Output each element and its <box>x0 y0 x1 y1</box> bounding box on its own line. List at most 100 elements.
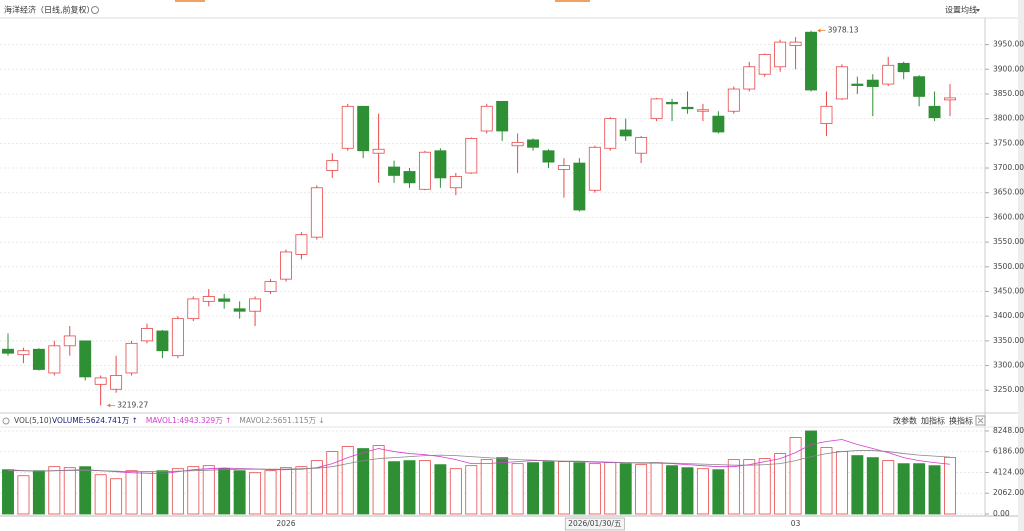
tab-marker <box>555 0 590 2</box>
scrollbar[interactable] <box>1018 0 1024 531</box>
y-tick-label: 3300.00 <box>993 361 1024 370</box>
volume-bar <box>110 478 123 515</box>
candle-body <box>32 348 45 370</box>
volume-bar <box>434 464 447 515</box>
candle-body <box>418 151 431 190</box>
candle-body <box>913 76 926 97</box>
volume-bar <box>928 465 941 515</box>
volume-bar <box>32 470 45 515</box>
candle-body <box>264 281 277 292</box>
volume-bar <box>403 460 416 515</box>
volume-bar <box>187 466 200 515</box>
volume-bar <box>774 453 787 515</box>
volume-bar <box>897 463 910 515</box>
annotation-arrowhead <box>107 403 111 408</box>
candle-body <box>820 105 833 124</box>
candle-body <box>17 350 30 356</box>
volume-bar <box>820 447 833 515</box>
candle-body <box>928 105 941 119</box>
volume-bar <box>141 471 153 515</box>
candle-body <box>449 176 462 189</box>
y-tick-label: 3600.00 <box>993 212 1024 221</box>
candle-body <box>805 31 817 91</box>
candle-body <box>372 148 385 154</box>
x-tick-label: 2026/01/30/五 <box>568 519 622 528</box>
volume-bar <box>944 456 956 515</box>
volume-bar <box>727 459 740 515</box>
y-tick-label: 3750.00 <box>993 138 1024 147</box>
volume-bar <box>310 460 323 515</box>
volume-bar <box>913 463 926 515</box>
legend-readout: :5624.741万 ↑ <box>83 416 137 425</box>
volume-bar <box>17 475 30 515</box>
candle-body <box>48 345 61 374</box>
candle-body <box>79 340 92 378</box>
volume-bar <box>465 465 478 515</box>
candle-body <box>187 298 200 320</box>
legend-readout: :4943.329万 ↑ <box>177 416 231 425</box>
volume-bar <box>480 459 493 515</box>
candle-body <box>897 62 910 73</box>
volume-bar <box>743 459 756 515</box>
candle-body <box>866 79 879 87</box>
indicator-button[interactable]: 改参数 <box>893 416 917 426</box>
candle-body <box>681 106 694 110</box>
candle-body <box>511 141 524 147</box>
candle-body <box>218 298 231 302</box>
volume-bar <box>171 468 184 515</box>
candle-body <box>743 66 756 90</box>
info-icon <box>2 417 10 425</box>
volume-bar <box>557 461 570 515</box>
volume-bar <box>341 446 354 515</box>
volume-bar <box>418 460 431 515</box>
y-tick-label: 0.00 <box>993 509 1010 518</box>
volume-bar <box>295 466 308 515</box>
y-tick-label: 2062.00 <box>993 488 1024 497</box>
y-tick-label: 3950.00 <box>993 40 1024 49</box>
volume-bar <box>94 474 107 515</box>
candle-body <box>789 41 802 46</box>
volume-bar <box>264 470 277 515</box>
volume-bar <box>449 468 462 515</box>
y-tick-label: 3450.00 <box>993 286 1024 295</box>
close-icon <box>977 417 984 424</box>
legend-name: VOLUME <box>52 416 84 425</box>
indicator-button[interactable]: 换指标 <box>949 416 973 426</box>
volume-bar <box>573 462 586 515</box>
volume-bar <box>650 462 663 515</box>
volume-bar <box>635 464 648 515</box>
volume-bar <box>666 465 678 515</box>
candle-body <box>758 54 771 75</box>
dropdown-arrow <box>976 9 980 12</box>
y-tick-label: 3400.00 <box>993 311 1024 320</box>
volume-bar <box>496 457 509 515</box>
volume-bar <box>866 457 879 515</box>
candle-body <box>944 97 956 101</box>
volume-bar <box>202 465 215 515</box>
ma-line <box>7 439 951 475</box>
candle-body <box>326 160 339 171</box>
candle-body <box>357 105 370 152</box>
candle-body <box>465 137 478 174</box>
indicator-button[interactable]: 加指标 <box>921 416 945 426</box>
candle-body <box>249 298 262 312</box>
volume-bar <box>326 451 339 515</box>
volume-bar <box>357 448 370 515</box>
close-button[interactable] <box>975 415 986 426</box>
volume-bar <box>882 460 895 515</box>
candle-body <box>171 318 184 357</box>
volume-bar <box>604 462 617 515</box>
legend-entry: VOLUME:5624.741万 ↑ <box>52 416 138 425</box>
candle-body <box>125 342 138 374</box>
candle-body <box>650 98 663 120</box>
candle-body <box>542 150 555 163</box>
volume-bar <box>696 468 709 515</box>
legend-readout: :5651.115万 ↓ <box>270 416 324 425</box>
candle-body <box>496 100 509 132</box>
y-tick-label: 3250.00 <box>993 385 1024 394</box>
candle-body <box>141 328 153 342</box>
ma-button[interactable]: 设置均线 <box>945 5 977 15</box>
settings-icon[interactable] <box>91 6 99 14</box>
y-tick-label: 6186.00 <box>993 447 1024 456</box>
volume-bar <box>619 463 632 515</box>
